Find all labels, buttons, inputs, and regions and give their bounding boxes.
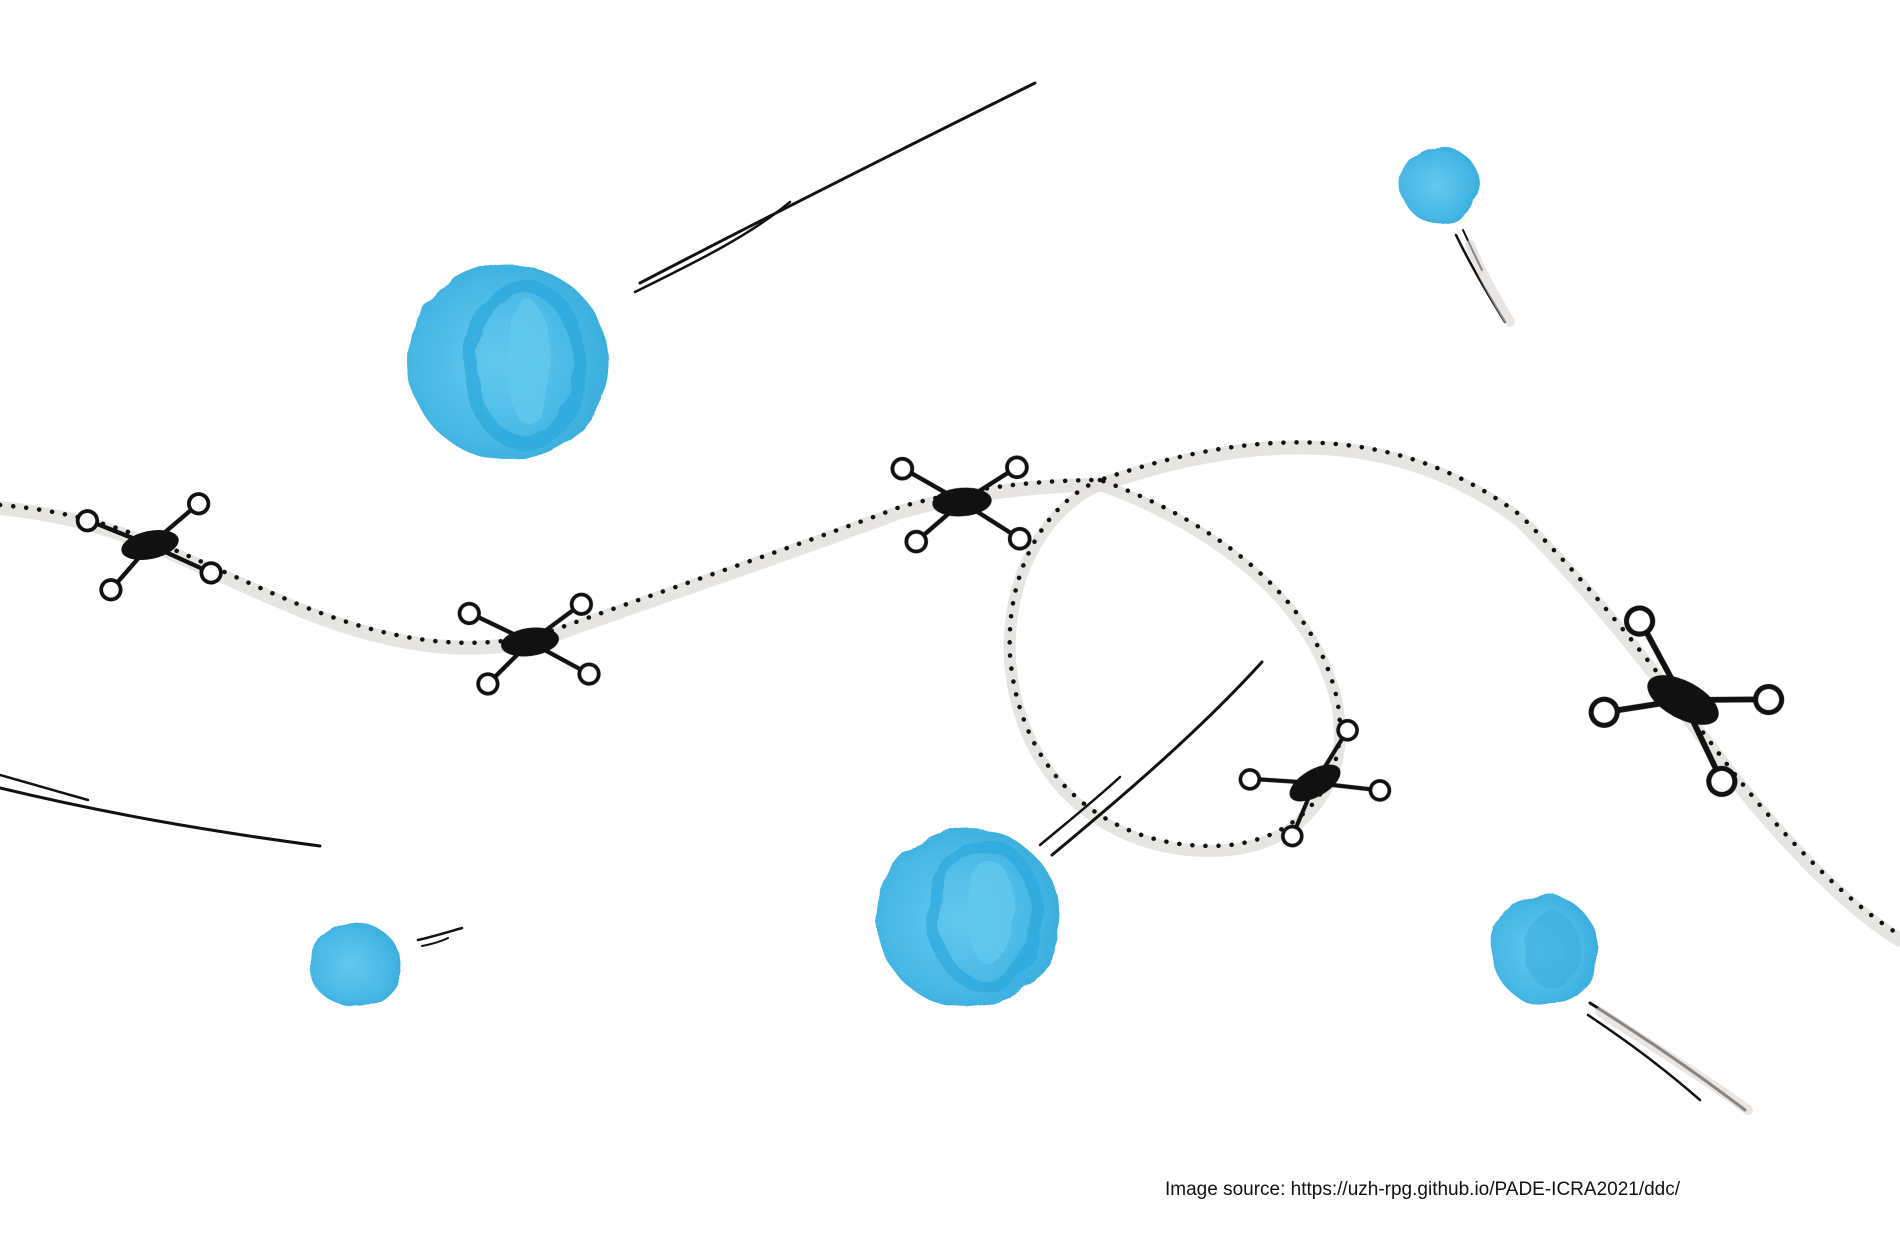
streak-center-short: [1038, 775, 1122, 847]
dynamic-obstacle-ball-icon: [408, 264, 608, 460]
dynamic-obstacle-ball-icon: [1492, 895, 1598, 1005]
streak-shadows: [1465, 240, 1753, 1115]
streak-topright-shadow: [1465, 240, 1515, 327]
streak-left-long: [0, 786, 322, 848]
dynamic-obstacle-ball-icon: [309, 923, 401, 1007]
quadrotor-drone-icon: [1574, 603, 1791, 800]
streak-small-ball-a: [416, 926, 464, 942]
streak-top-short: [633, 200, 792, 294]
trajectory-loop-dotted: [1007, 477, 1343, 849]
streak-small-ball-b: [421, 937, 449, 947]
image-source-caption: Image source: https://uzh-rpg.github.io/…: [1165, 1179, 1681, 1200]
quadrotor-drone-icon: [1237, 712, 1395, 857]
drones: [76, 450, 1790, 857]
streak-left-short: [0, 773, 90, 802]
streak-bottomright-shadow: [1595, 1007, 1753, 1115]
dynamic-obstacle-ball-icon: [1400, 147, 1480, 223]
streak-bottomright-b: [1586, 1013, 1702, 1102]
obstacle-balls: [309, 147, 1598, 1008]
quadrotor-drone-icon: [76, 486, 225, 607]
streak-center-long: [1050, 660, 1264, 857]
dynamic-obstacle-ball-icon: [876, 828, 1060, 1008]
streak-top-long: [638, 81, 1037, 285]
